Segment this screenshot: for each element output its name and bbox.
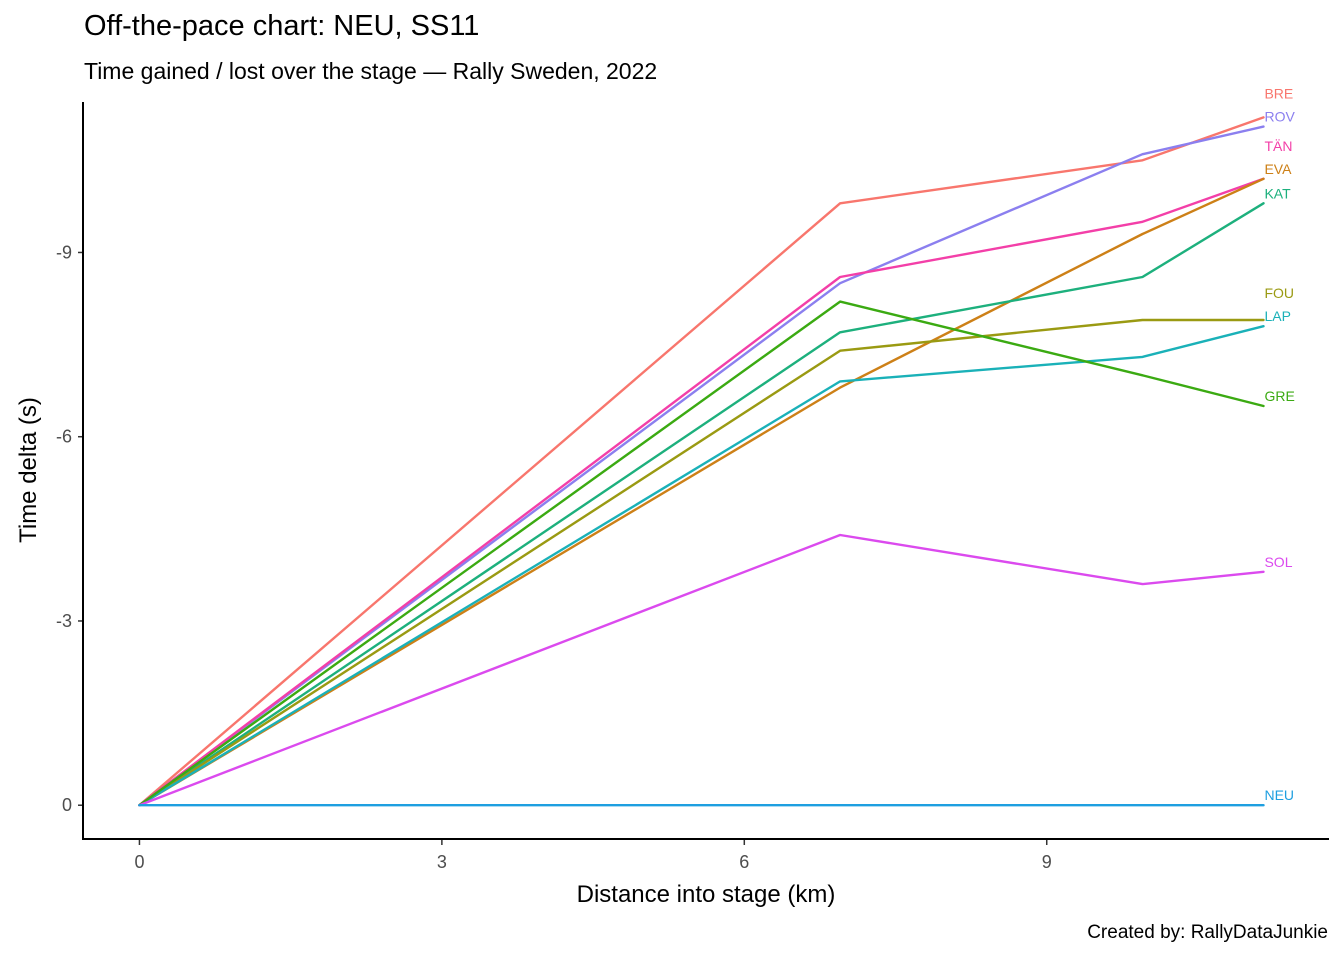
series-label-tän: TÄN [1264, 138, 1292, 154]
series-line-rov [138, 125, 1265, 807]
x-tick-label: 0 [134, 852, 144, 872]
x-axis-title: Distance into stage (km) [577, 881, 836, 908]
chart-caption: Created by: RallyDataJunkie [1087, 922, 1328, 943]
x-tick-label: 6 [739, 852, 749, 872]
series-label-eva: EVA [1264, 161, 1292, 177]
x-tick-label: 9 [1042, 852, 1052, 872]
series-line-fou [138, 318, 1265, 807]
x-axis-ticks: 0 3 6 9 [134, 839, 1052, 872]
y-axis-ticks: 0 -3 -6 -9 [56, 242, 84, 815]
series-label-rov: ROV [1264, 109, 1295, 125]
chart-subtitle: Time gained / lost over the stage — Rall… [84, 58, 658, 84]
series-labels: BRE ROV TÄN EVA KAT FOU LAP GRE SOL NEU [1264, 86, 1295, 804]
series-line-lap [138, 325, 1265, 807]
series-line-sol [138, 533, 1265, 807]
y-tick-label: 0 [62, 795, 72, 815]
series-label-sol: SOL [1264, 554, 1292, 570]
series-label-lap: LAP [1264, 308, 1290, 324]
series-label-fou: FOU [1264, 285, 1294, 301]
series-line-eva [138, 177, 1265, 807]
series-label-gre: GRE [1264, 388, 1294, 404]
series-line-kat [138, 202, 1265, 807]
series-line-tän [138, 177, 1265, 807]
series-label-neu: NEU [1264, 787, 1294, 803]
y-axis-title: Time delta (s) [15, 397, 42, 543]
series-label-kat: KAT [1264, 185, 1291, 201]
series-lines [138, 116, 1265, 807]
series-label-bre: BRE [1264, 86, 1293, 102]
y-tick-label: -9 [56, 242, 72, 262]
series-line-bre [138, 116, 1265, 807]
series-line-gre [138, 300, 1265, 807]
chart-title: Off-the-pace chart: NEU, SS11 [84, 10, 480, 42]
y-tick-label: -3 [56, 611, 72, 631]
x-tick-label: 3 [437, 852, 447, 872]
y-tick-label: -6 [56, 427, 72, 447]
